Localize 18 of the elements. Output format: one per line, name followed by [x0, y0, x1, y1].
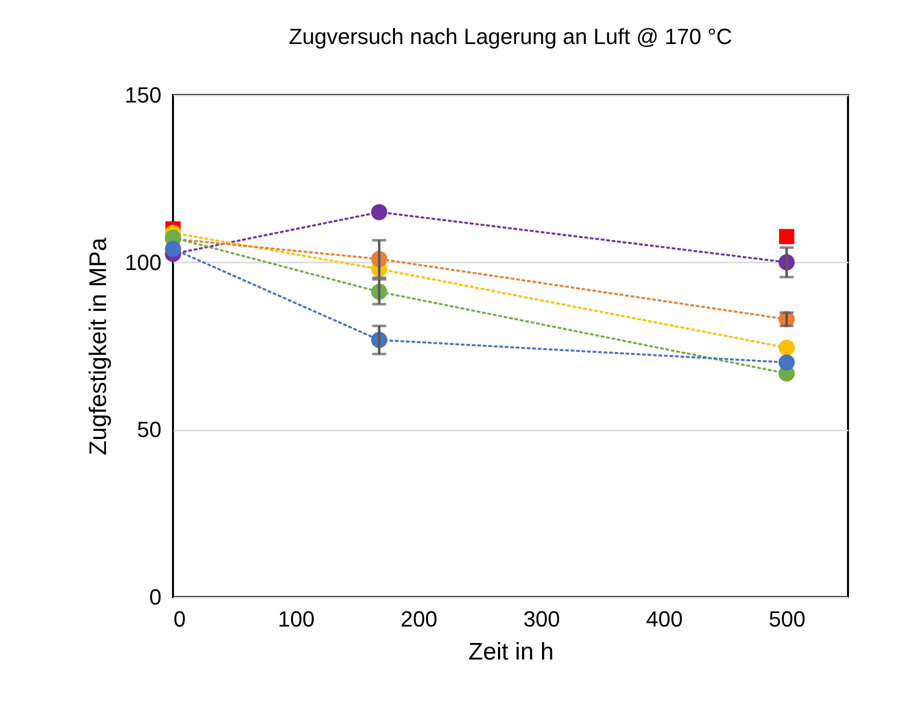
point: [779, 228, 794, 244]
point: [778, 340, 795, 356]
y-tick-label: 150: [124, 82, 162, 108]
point: [778, 354, 795, 370]
y-tick-label: 50: [137, 417, 162, 442]
x-tick-label: 300: [523, 606, 560, 632]
x-tick-label: 500: [768, 606, 806, 632]
y-tick-label: 100: [124, 250, 162, 275]
x-axis-title: Zeit in h: [468, 638, 554, 666]
y-axis-title: Zugfestigkeit in MPa: [84, 237, 112, 456]
x-tick-label: 200: [400, 606, 438, 632]
y-tick-label: 0: [149, 584, 162, 610]
x-tick-label: 0: [174, 606, 186, 632]
point: [371, 204, 388, 220]
x-tick-label: 100: [278, 606, 315, 632]
chart-title: Zugversuch nach Lagerung an Luft @ 170 °C: [288, 24, 732, 49]
point: [164, 240, 182, 257]
x-tick-label: 400: [646, 606, 683, 632]
